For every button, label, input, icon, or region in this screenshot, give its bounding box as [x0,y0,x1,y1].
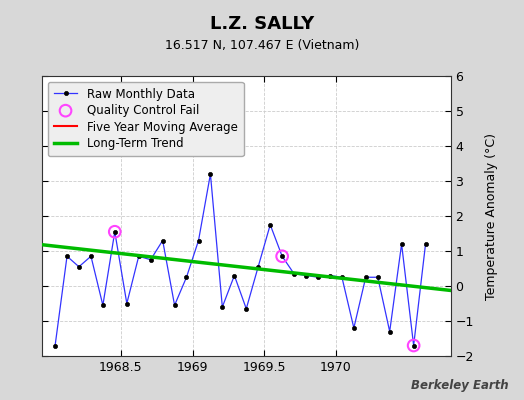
Raw Monthly Data [88,254,94,259]
Raw Monthly Data [387,329,393,334]
Raw Monthly Data [243,306,249,311]
Raw Monthly Data [255,264,261,269]
Legend: Raw Monthly Data, Quality Control Fail, Five Year Moving Average, Long-Term Tren: Raw Monthly Data, Quality Control Fail, … [48,82,244,156]
Quality Control Fail [409,342,418,349]
Text: Berkeley Earth: Berkeley Earth [411,379,508,392]
Text: L.Z. SALLY: L.Z. SALLY [210,15,314,33]
Raw Monthly Data [339,275,345,280]
Raw Monthly Data [136,254,142,259]
Raw Monthly Data [291,271,297,276]
Raw Monthly Data [208,172,214,176]
Raw Monthly Data [315,275,321,280]
Raw Monthly Data [231,273,237,278]
Raw Monthly Data [351,326,357,330]
Line: Raw Monthly Data: Raw Monthly Data [53,172,428,348]
Raw Monthly Data [64,254,70,259]
Raw Monthly Data [219,305,225,310]
Raw Monthly Data [410,343,417,348]
Raw Monthly Data [100,303,106,308]
Quality Control Fail [111,228,119,235]
Raw Monthly Data [422,242,429,246]
Raw Monthly Data [112,229,118,234]
Y-axis label: Temperature Anomaly (°C): Temperature Anomaly (°C) [485,132,498,300]
Raw Monthly Data [363,275,369,280]
Raw Monthly Data [76,264,82,269]
Text: 16.517 N, 107.467 E (Vietnam): 16.517 N, 107.467 E (Vietnam) [165,40,359,52]
Raw Monthly Data [52,343,58,348]
Raw Monthly Data [279,254,285,259]
Raw Monthly Data [375,275,381,280]
Raw Monthly Data [159,238,166,243]
Quality Control Fail [278,253,286,260]
Raw Monthly Data [267,222,274,227]
Raw Monthly Data [327,273,333,278]
Raw Monthly Data [303,273,309,278]
Raw Monthly Data [124,301,130,306]
Raw Monthly Data [147,257,154,262]
Raw Monthly Data [195,238,202,243]
Raw Monthly Data [183,275,190,280]
Raw Monthly Data [398,242,405,246]
Raw Monthly Data [171,303,178,308]
